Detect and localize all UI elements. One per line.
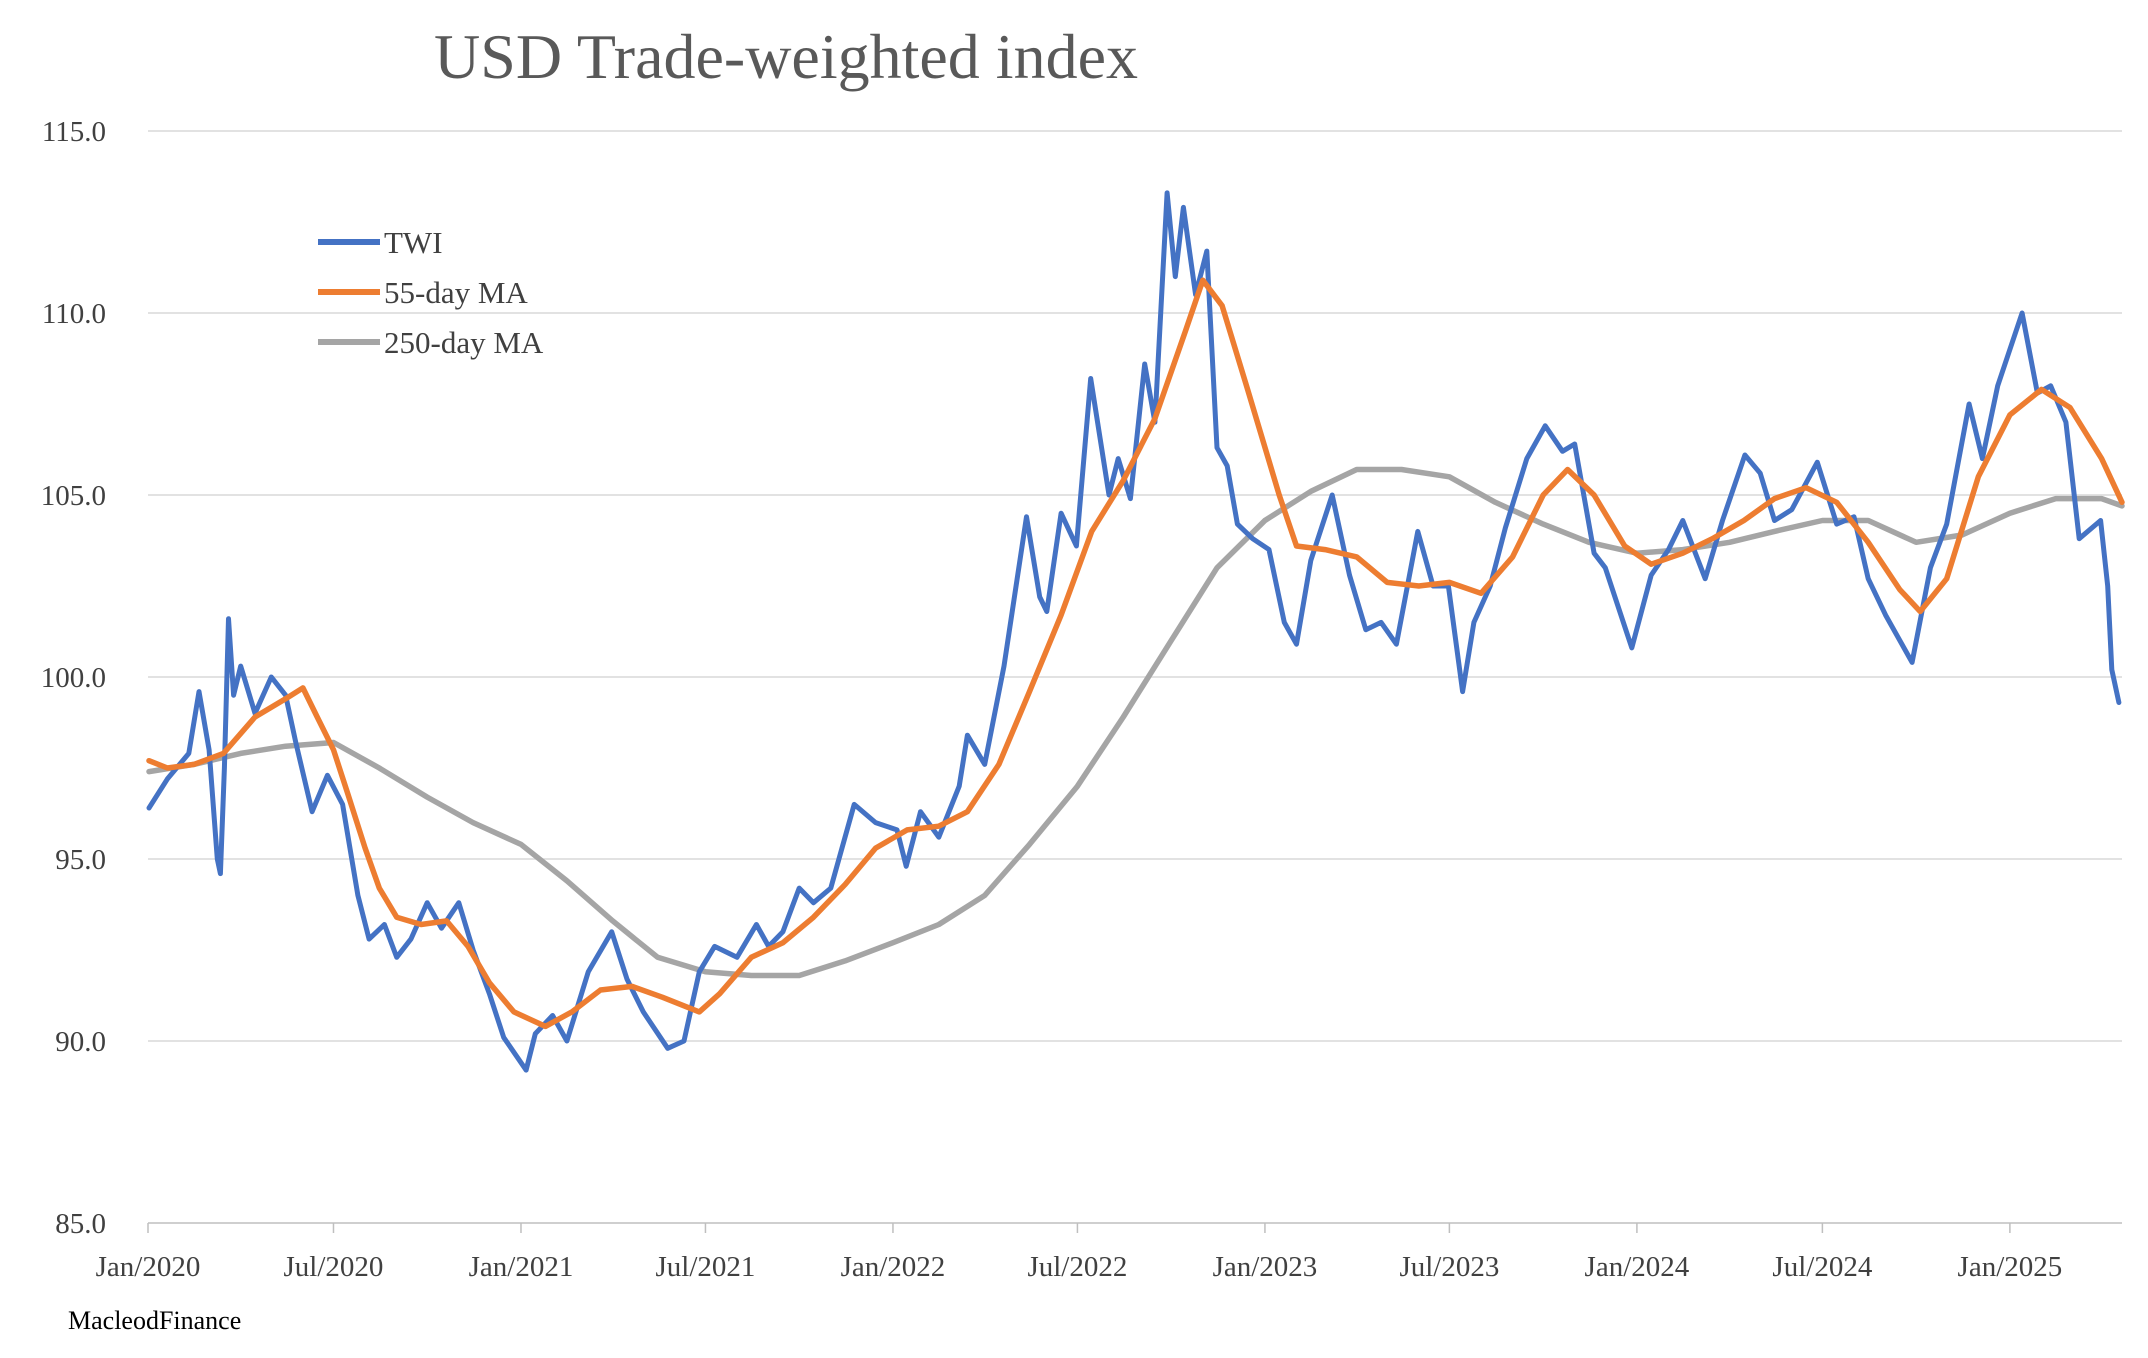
x-tick-label: Jul/2022 bbox=[1027, 1251, 1127, 1283]
x-tick-label: Jan/2024 bbox=[1585, 1251, 1690, 1283]
y-tick-label: 95.0 bbox=[55, 844, 106, 876]
chart-title: USD Trade-weighted index bbox=[434, 21, 1138, 92]
y-tick-label: 110.0 bbox=[42, 298, 106, 330]
x-tick-label: Jul/2023 bbox=[1399, 1251, 1499, 1283]
x-tick-label: Jul/2020 bbox=[284, 1251, 384, 1283]
y-tick-label: 105.0 bbox=[41, 480, 106, 512]
y-tick-label: 115.0 bbox=[42, 116, 106, 148]
source-label: MacleodFinance bbox=[68, 1306, 241, 1335]
y-tick-label: 100.0 bbox=[41, 662, 106, 694]
x-tick-label: Jan/2021 bbox=[469, 1251, 574, 1283]
x-tick-label: Jul/2021 bbox=[655, 1251, 755, 1283]
legend-label: TWI bbox=[384, 225, 443, 260]
gridlines bbox=[148, 130, 2122, 1042]
x-tick-label: Jan/2025 bbox=[1958, 1251, 2063, 1283]
x-tick-label: Jan/2023 bbox=[1213, 1251, 1318, 1283]
series-line-250-day-ma bbox=[146, 466, 2125, 979]
series-line-55-day-ma bbox=[146, 277, 2125, 1030]
x-axis: Jan/2020 Jul/2020 Jan/2021 Jul/2021 Jan/2022… bbox=[96, 1222, 2122, 1283]
series-line-twi bbox=[146, 190, 2122, 1073]
x-tick-label: Jul/2024 bbox=[1772, 1251, 1872, 1283]
y-tick-label: 85.0 bbox=[55, 1208, 106, 1240]
x-tick-label: Jan/2022 bbox=[841, 1251, 946, 1283]
y-axis: 85.0 90.0 95.0 100.0 105.0 110.0 115.0 bbox=[41, 116, 106, 1240]
y-tick-label: 90.0 bbox=[55, 1026, 106, 1058]
x-tick-label: Jan/2020 bbox=[96, 1251, 201, 1283]
legend-label: 250-day MA bbox=[384, 325, 544, 360]
legend-label: 55-day MA bbox=[384, 275, 528, 310]
legend: TWI 55-day MA 250-day MA bbox=[318, 225, 544, 360]
plot-area bbox=[146, 190, 2125, 1073]
